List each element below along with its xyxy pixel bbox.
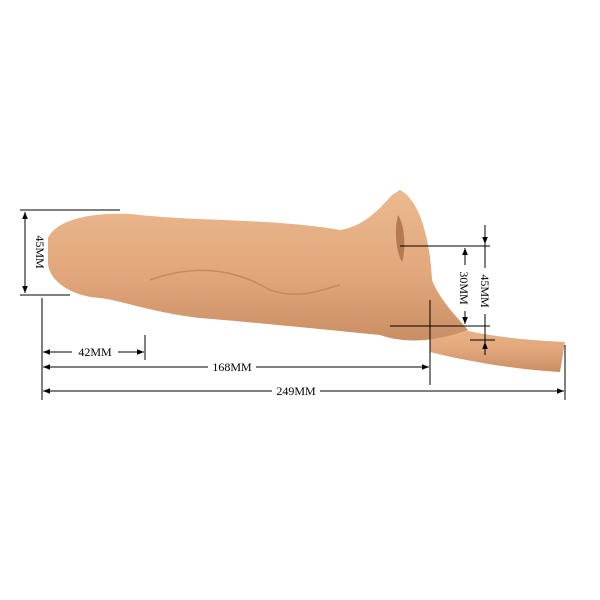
head-height-label: 45MM bbox=[33, 235, 47, 269]
head-length-label: 42MM bbox=[78, 345, 112, 359]
opening-height-label: 30MM bbox=[457, 271, 471, 305]
base-height-label: 45MM bbox=[478, 274, 492, 308]
product-body bbox=[48, 190, 565, 372]
product-tail bbox=[430, 320, 565, 372]
insertable-length-label: 168MM bbox=[212, 360, 252, 374]
product-opening bbox=[395, 215, 405, 262]
product-vein bbox=[149, 269, 341, 296]
product-shaft bbox=[48, 190, 468, 341]
total-length-label: 249MM bbox=[276, 384, 316, 398]
